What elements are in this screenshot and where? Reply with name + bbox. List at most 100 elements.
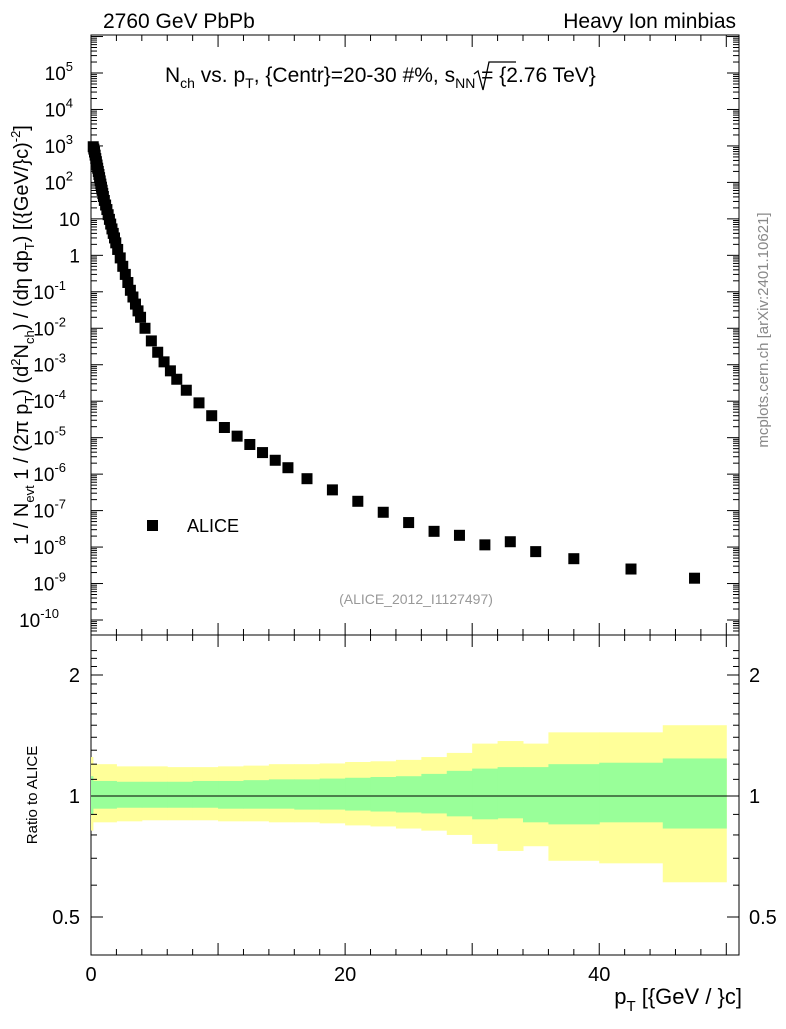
title-n: N bbox=[165, 64, 180, 87]
ratio-y-tick-label-left: 2 bbox=[69, 665, 80, 687]
data-point bbox=[377, 506, 389, 518]
ratio-y-tick-label-left: 1 bbox=[69, 786, 80, 808]
x-tick-label: 20 bbox=[334, 964, 356, 986]
green-band-segment bbox=[141, 781, 168, 808]
ratio-ticks: 2 2 1 1 0.5 0.5 bbox=[52, 650, 777, 929]
data-point bbox=[135, 311, 147, 323]
green-band-segment bbox=[268, 779, 295, 809]
y-tick-label: 10-8 bbox=[33, 533, 66, 559]
main-y-ticks: 105 104 103 102 10 110-1 10-2 10-3 10-4 10-5 10-6 1… bbox=[19, 36, 739, 632]
y-tick-label: 10-9 bbox=[33, 570, 66, 596]
data-point bbox=[568, 553, 580, 565]
y-tick-label: 10-10 bbox=[19, 606, 59, 632]
green-band-segment bbox=[662, 758, 727, 829]
data-point bbox=[269, 454, 281, 466]
green-band-segment bbox=[319, 778, 346, 810]
green-band-segment bbox=[294, 779, 321, 810]
data-point bbox=[218, 422, 230, 434]
y-tick-label: 10 bbox=[59, 210, 80, 231]
green-band-segment bbox=[523, 767, 549, 823]
data-point bbox=[180, 384, 192, 396]
green-band-segment bbox=[243, 780, 270, 809]
green-band-segment bbox=[497, 767, 524, 819]
main-x-ticks: 0 20 40 bbox=[85, 35, 727, 986]
ratio-bands bbox=[91, 725, 739, 883]
title-vs: vs. p bbox=[195, 64, 245, 87]
x-tick-label: 40 bbox=[588, 964, 610, 986]
data-point bbox=[127, 291, 139, 303]
sqrt-symbol bbox=[473, 61, 516, 91]
y-tick-label: 10-1 bbox=[33, 278, 66, 304]
green-band-segment bbox=[218, 780, 244, 809]
y-tick-label: 103 bbox=[45, 132, 73, 158]
data-point bbox=[110, 237, 122, 249]
y-tick-label: 10-5 bbox=[33, 424, 66, 450]
data-point bbox=[689, 572, 701, 584]
data-point bbox=[139, 322, 151, 334]
data-point bbox=[206, 410, 218, 422]
data-point bbox=[132, 305, 144, 317]
x-axis-label: pT [{GeV / }c] bbox=[614, 984, 742, 1015]
green-band-segment bbox=[446, 770, 473, 817]
green-band-segment bbox=[92, 780, 117, 809]
y-tick-label: 10-6 bbox=[33, 460, 66, 486]
title-t-sub: T bbox=[245, 75, 254, 91]
data-point bbox=[164, 365, 176, 377]
green-band-segment bbox=[472, 768, 499, 820]
data-point bbox=[158, 356, 170, 368]
data-point bbox=[122, 276, 134, 288]
title-energy: = {2.76 TeV} bbox=[475, 64, 595, 87]
chart-title: Nch vs. pT, {Centr}=20-30 #%, sNN = {2.7… bbox=[165, 64, 596, 91]
y-tick-label: 10-3 bbox=[33, 351, 66, 377]
x-tick-label: 0 bbox=[85, 964, 96, 986]
header-left: 2760 GeV PbPb bbox=[103, 10, 255, 33]
data-point bbox=[453, 529, 465, 541]
watermark: mcplots.cern.ch [arXiv:2401.10621] bbox=[755, 212, 772, 447]
main-plot-frame bbox=[90, 34, 740, 636]
y-tick-label: 10-4 bbox=[33, 387, 66, 413]
main-y-axis-label: 1 / Nevt 1 / (2π pT) (d2Nch) / (dη dpT) … bbox=[8, 125, 37, 545]
data-point bbox=[114, 252, 126, 264]
green-band-segment bbox=[167, 781, 194, 808]
green-band-segment bbox=[370, 776, 397, 812]
data-point bbox=[171, 373, 183, 385]
data-point bbox=[193, 397, 205, 409]
data-point bbox=[257, 447, 269, 459]
legend-marker bbox=[147, 520, 158, 531]
green-band-segment bbox=[116, 781, 143, 808]
title-rest: , {Centr}=20-30 #%, bbox=[254, 64, 445, 87]
green-band-segment bbox=[192, 780, 219, 808]
ratio-y-tick-label-right: 1 bbox=[749, 786, 760, 808]
ratio-y-axis-label: Ratio to ALICE bbox=[24, 746, 41, 844]
y-tick-label: 10-2 bbox=[33, 314, 66, 340]
data-point bbox=[625, 563, 637, 575]
title-n-sub: ch bbox=[180, 75, 195, 91]
data-point bbox=[112, 243, 124, 255]
data-point bbox=[231, 430, 243, 442]
legend-label: ALICE bbox=[187, 516, 239, 536]
data-points bbox=[87, 141, 701, 584]
green-band-segment bbox=[345, 777, 372, 811]
y-tick-label: 10-7 bbox=[33, 497, 66, 523]
y-tick-label: 1 bbox=[69, 246, 80, 267]
header-right: Heavy Ion minbias bbox=[563, 10, 736, 33]
data-point bbox=[119, 268, 131, 280]
green-band-segment bbox=[395, 776, 422, 813]
data-point bbox=[428, 525, 440, 537]
title-s: s bbox=[445, 64, 456, 87]
data-point bbox=[129, 298, 141, 310]
green-band-segment bbox=[91, 776, 94, 815]
ratio-y-tick-label-left: 0.5 bbox=[52, 907, 80, 929]
y-tick-label: 102 bbox=[45, 168, 73, 194]
ratio-y-tick-label-right: 0.5 bbox=[749, 907, 777, 929]
title-s-sub: NN bbox=[455, 75, 475, 91]
data-point bbox=[326, 484, 338, 496]
data-point bbox=[352, 495, 364, 507]
data-point bbox=[282, 462, 294, 474]
data-point bbox=[244, 438, 256, 450]
data-point bbox=[301, 473, 313, 485]
data-point bbox=[145, 335, 157, 347]
green-band-segment bbox=[548, 764, 600, 825]
data-point bbox=[479, 539, 491, 551]
